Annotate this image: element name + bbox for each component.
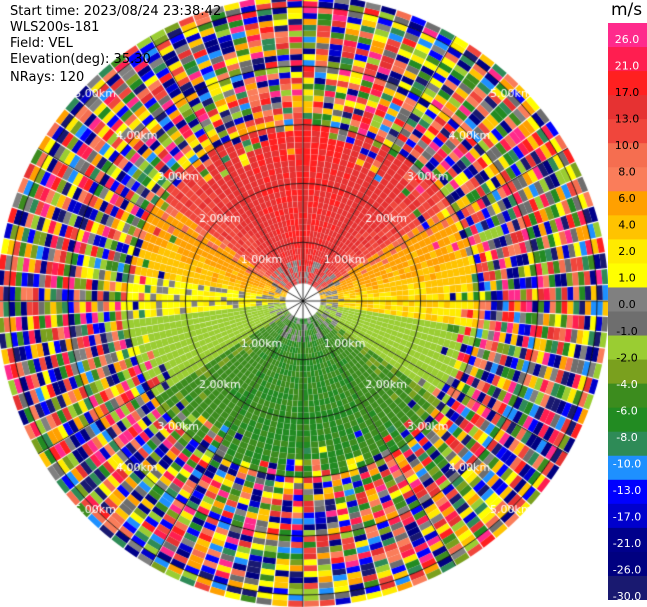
colorbar-bin (608, 455, 647, 481)
colorbar-bin (608, 119, 647, 144)
colorbar-bin (608, 575, 647, 600)
colorbar-tick-label: 13.0 (615, 113, 640, 126)
colorbar-tick-label: 21.0 (615, 60, 640, 73)
colorbar-bin (608, 383, 647, 409)
nrays-label: NRays: 120 (10, 70, 85, 85)
colorbar-tick-label: 2.0 (618, 245, 636, 258)
colorbar-tick-label: -6.0 (616, 404, 637, 417)
colorbar-bin (608, 359, 647, 385)
colorbar-bin (608, 191, 647, 216)
colorbar-tick-label: -26.0 (613, 563, 641, 576)
colorbar-tick-label: -1.0 (616, 325, 637, 338)
colorbar-title: m/s (611, 0, 643, 20)
colorbar-bin (608, 71, 647, 96)
colorbar-tick-label: 8.0 (618, 166, 636, 179)
colorbar-tick-label: -21.0 (613, 537, 641, 550)
colorbar-bin (608, 431, 647, 457)
colorbar-bin (608, 527, 647, 553)
colorbar-bin (608, 551, 647, 577)
colorbar-tick-label: 10.0 (615, 139, 640, 152)
colorbar-bin (608, 479, 647, 505)
colorbar-tick-label: 1.0 (618, 272, 636, 285)
colorbar-bin (608, 23, 647, 48)
colorbar-bin (608, 215, 647, 240)
colorbar-tick-label: 17.0 (615, 86, 640, 99)
colorbar-bin (608, 287, 647, 312)
colorbar-bin (608, 143, 647, 168)
colorbar-bin (608, 263, 647, 288)
field-label: Field: VEL (10, 36, 73, 51)
colorbar-tick-label: 0.0 (618, 298, 636, 311)
colorbar-tick-label: -4.0 (616, 378, 637, 391)
start-time-label: Start time: 2023/08/24 23:38:42 (10, 4, 222, 19)
velocity-colorbar: 26.0 21.0 17.0 13.0 10.0 8.0 6.0 4.0 2.0 1.0 0.0 -1… (608, 23, 647, 600)
colorbar-tick-label: 4.0 (618, 219, 636, 232)
colorbar-bin (608, 407, 647, 433)
colorbar-tick-label: -13.0 (613, 484, 641, 497)
colorbar-bin (608, 239, 647, 264)
colorbar-bin (608, 47, 647, 72)
colorbar-tick-label: -17.0 (613, 510, 641, 523)
scan-info-panel: Start time: 2023/08/24 23:38:42 WLS200s-… (10, 4, 221, 86)
colorbar-tick-label: -8.0 (616, 431, 637, 444)
instrument-label: WLS200s-181 (10, 20, 100, 35)
colorbar-tick-label: -30.0 (613, 590, 641, 600)
colorbar-bin (608, 335, 647, 361)
colorbar-tick-label: 6.0 (618, 192, 636, 205)
colorbar-tick-label: -10.0 (613, 457, 641, 470)
colorbar-tick-label: 26.0 (615, 33, 640, 46)
colorbar-bin (608, 167, 647, 192)
colorbar-tick-label: -2.0 (616, 351, 637, 364)
elevation-label: Elevation(deg): 35.30 (10, 52, 151, 67)
colorbar-bin (608, 95, 647, 120)
colorbar-bin (608, 503, 647, 529)
colorbar-bin (608, 311, 647, 337)
